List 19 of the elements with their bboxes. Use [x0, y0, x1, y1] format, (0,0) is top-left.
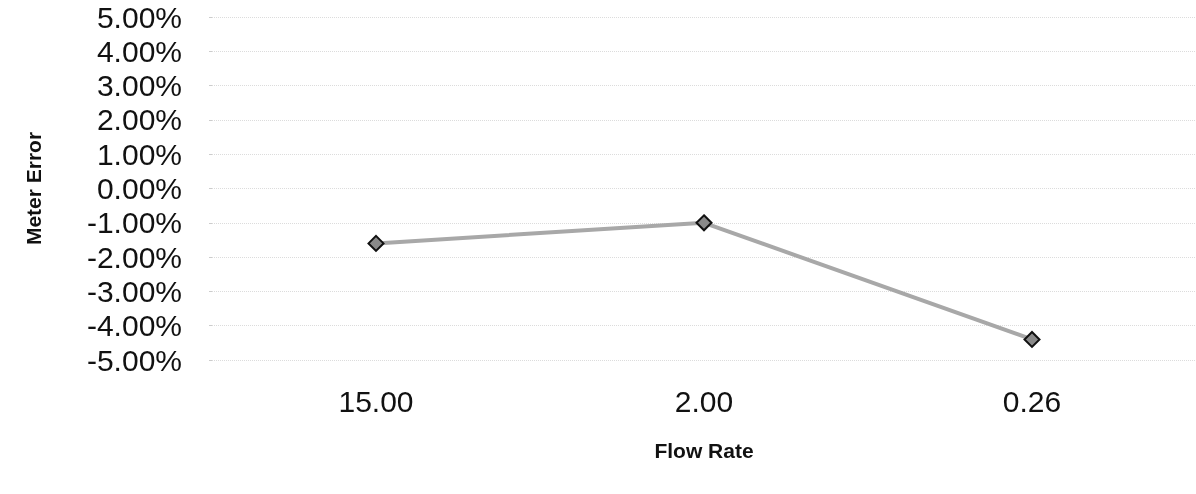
- y-tick-label: -3.00%: [86, 274, 182, 308]
- y-tick-label: 1.00%: [96, 137, 182, 171]
- point: [367, 234, 385, 252]
- y-tick-label: 0.00%: [96, 172, 182, 205]
- y-tick-label: -2.00%: [86, 240, 182, 274]
- y-tick-label: -1.00%: [86, 206, 182, 240]
- x-axis-title: Flow Rate: [654, 439, 754, 462]
- y-tick-label: 4.00%: [96, 34, 182, 68]
- y-tick-label: 2.00%: [96, 103, 182, 137]
- point: [1023, 330, 1041, 348]
- y-axis-title: Meter Error: [22, 131, 45, 246]
- x-tick-label: 15.00: [338, 384, 414, 418]
- y-tick-label: 5.00%: [96, 0, 182, 34]
- y-tick-label: 3.00%: [96, 69, 182, 103]
- y-tick-label: -5.00%: [86, 343, 182, 377]
- x-tick-label: 0.26: [1002, 384, 1062, 418]
- y-tick-label: -4.00%: [86, 309, 182, 343]
- x-tick-label: 2.00: [674, 384, 734, 418]
- point: [695, 214, 713, 232]
